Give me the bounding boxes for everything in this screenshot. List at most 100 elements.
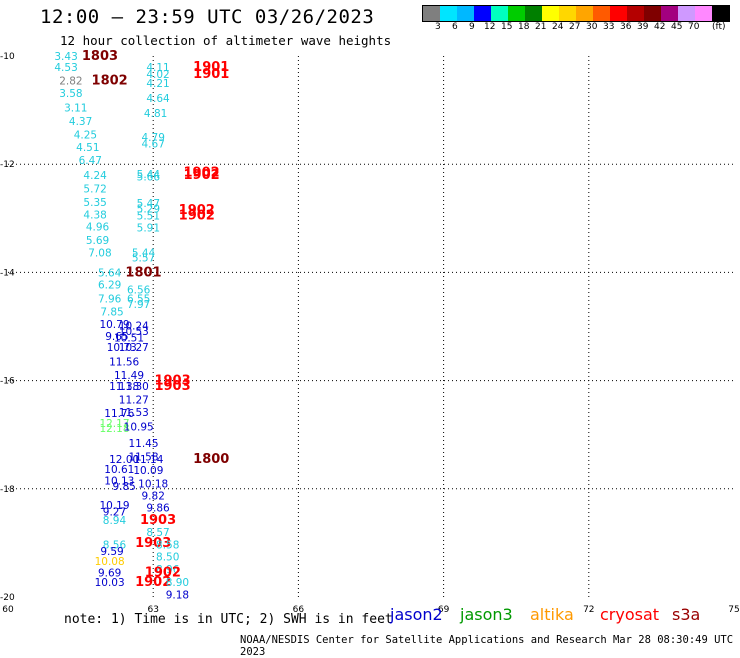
colorbar-swatch (593, 6, 610, 21)
wave-height-point: 4.79 (142, 132, 165, 144)
colorbar-swatch (440, 6, 457, 21)
wave-height-point: 10.61 (104, 464, 134, 476)
buoy-id-label: 1903 (154, 374, 190, 389)
wave-height-point: 10.95 (124, 422, 154, 434)
colorbar-swatch (661, 6, 678, 21)
buoy-id-label: 1902 (135, 575, 171, 590)
buoy-id-label: 1803 (82, 49, 118, 64)
wave-height-point: 4.51 (76, 142, 99, 154)
wave-height-point: 4.11 (146, 62, 169, 74)
wave-height-point: 10.73 (107, 342, 137, 354)
colorbar-swatch (695, 6, 712, 21)
x-tick-label: 69 (438, 605, 450, 615)
wave-height-point: 11.38 (109, 381, 139, 393)
wave-height-point: 4.37 (69, 116, 92, 128)
wave-height-point: 10.18 (138, 478, 168, 490)
colorbar-label: 42 (654, 22, 666, 32)
colorbar-label: 36 (620, 22, 632, 32)
wave-height-point: 7.96 (98, 293, 122, 305)
x-tick-label: 66 (293, 605, 305, 615)
colorbar-label: 15 (501, 22, 513, 32)
wave-height-point: 8.90 (166, 577, 189, 589)
colorbar-swatch (474, 6, 491, 21)
wave-height-point: 5.29 (137, 204, 160, 216)
wave-height-point: 5.47 (137, 198, 160, 210)
wave-height-point: 9.59 (100, 546, 123, 558)
wave-height-point: 10.03 (95, 577, 125, 589)
y-tick-label: -18 (0, 485, 15, 495)
wave-height-point: 10.53 (119, 326, 149, 338)
wave-height-point: 5.69 (86, 235, 109, 247)
wave-height-point: 4.81 (144, 108, 167, 120)
wave-height-point: 9.82 (142, 490, 165, 502)
buoy-id-label: 1801 (125, 265, 161, 280)
colorbar-label: 24 (552, 22, 564, 32)
page-subtitle: 12 hour collection of altimeter wave hei… (60, 33, 392, 48)
colorbar-swatch (457, 6, 474, 21)
wave-height-point: 5.66 (137, 172, 161, 184)
buoy-id-label: 1903 (154, 379, 190, 394)
colorbar-swatch (508, 6, 525, 21)
wave-height-point: 10.51 (114, 332, 144, 344)
wave-height-point: 12.18 (99, 423, 129, 435)
colorbar-label: 18 (518, 22, 530, 32)
footer-credit: NOAA/NESDIS Center for Satellite Applica… (240, 634, 734, 658)
wave-height-point: 7.85 (100, 306, 123, 318)
wave-height-point: 5.44 (132, 247, 156, 259)
wave-height-point: 10.24 (119, 320, 149, 332)
wave-height-point: 5.44 (137, 169, 161, 181)
y-tick-label: -16 (0, 377, 15, 387)
wave-height-point: 8.50 (156, 551, 179, 563)
wave-height-point: 4.02 (146, 69, 169, 81)
wave-height-point: 10.19 (99, 500, 129, 512)
buoy-id-label: 1802 (92, 73, 128, 88)
wave-height-point: 6.55 (127, 293, 150, 305)
chart-grid (8, 56, 734, 597)
buoy-id-label: 1903 (135, 536, 171, 551)
wave-height-point: 11.56 (109, 357, 139, 369)
buoy-id-label: 1902 (184, 165, 220, 180)
wave-height-point: 6.29 (98, 279, 121, 291)
wave-height-point: 6.47 (79, 155, 102, 167)
wave-height-point: 8.96 (156, 564, 180, 576)
wave-height-point: 7.97 (127, 299, 150, 311)
buoy-id-label: 1800 (193, 452, 229, 467)
colorbar-label: 21 (535, 22, 547, 32)
colorbar-label: 27 (569, 22, 581, 32)
wave-height-point: 5.35 (83, 197, 106, 209)
page-title: 12:00 – 23:59 UTC 03/26/2023 (40, 6, 375, 28)
wave-height-point: 11.53 (119, 407, 149, 419)
colorbar-swatch (610, 6, 627, 21)
wave-height-point: 4.67 (142, 139, 165, 151)
note-text: note: 1) Time is in UTC; 2) SWH is in fe… (64, 612, 393, 627)
colorbar-label: 3 (435, 22, 441, 32)
colorbar-swatch (559, 6, 576, 21)
wave-height-point: 10.09 (133, 465, 163, 477)
wave-height-point: 4.38 (83, 210, 106, 222)
legend-jason2: jason2 (390, 605, 443, 624)
wave-height-point: 10.08 (95, 556, 125, 568)
wave-height-point: 11.58 (128, 451, 158, 463)
legend-cryosat: cryosat (600, 605, 660, 624)
wave-height-point: 5.72 (83, 184, 106, 196)
wave-height-point: 4.24 (83, 170, 107, 182)
wave-height-point: 5.57 (132, 252, 155, 264)
wave-height-point: 4.25 (74, 129, 97, 141)
wave-height-point: 3.43 (54, 51, 77, 63)
colorbar-swatch (525, 6, 542, 21)
colorbar-swatch (678, 6, 695, 21)
wave-height-point: 11.76 (104, 408, 134, 420)
buoy-id-label: 1901 (193, 60, 229, 75)
wave-height-point: 12.00 (109, 454, 139, 466)
colorbar-swatch (627, 6, 644, 21)
wave-height-point: 10.27 (119, 342, 149, 354)
wave-height-point: 4.64 (146, 93, 170, 105)
colorbar-swatch (491, 6, 508, 21)
buoy-id-label: 1902 (145, 566, 181, 581)
wave-height-point: 4.53 (54, 62, 77, 74)
colorbar-swatch (542, 6, 559, 21)
y-tick-label: -20 (0, 593, 15, 603)
x-tick-label: 60 (2, 605, 14, 615)
colorbar-unit: (ft) (712, 22, 726, 32)
wave-height-point: 5.64 (98, 267, 122, 279)
